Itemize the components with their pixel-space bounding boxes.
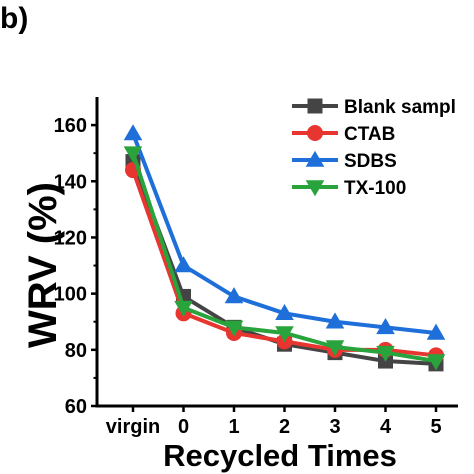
- data-point: [426, 323, 446, 340]
- series-tx-100: [123, 146, 446, 371]
- data-point: [325, 312, 345, 329]
- y-tick-label: 160: [54, 115, 87, 137]
- legend-marker: [307, 98, 323, 114]
- legend-label: SDBS: [344, 151, 397, 172]
- panel-label: b): [0, 2, 28, 35]
- legend-marker: [307, 125, 323, 141]
- legend-label: TX-100: [344, 178, 406, 199]
- y-tick-label: 100: [54, 284, 87, 306]
- x-tick-label: 2: [279, 416, 290, 438]
- data-point: [426, 354, 446, 371]
- y-tick-label: 140: [54, 171, 87, 193]
- x-tick-label: 3: [329, 416, 340, 438]
- legend-label: CTAB: [344, 124, 395, 145]
- data-point: [376, 318, 395, 335]
- legend-marker: [305, 150, 325, 167]
- data-point: [325, 340, 345, 357]
- data-point: [224, 320, 244, 337]
- legend-item: TX-100: [292, 178, 406, 199]
- legend-marker: [305, 180, 325, 197]
- y-tick-label: 80: [65, 340, 87, 362]
- y-tick-label: 60: [65, 396, 87, 418]
- legend: Blank sampl CTAB SDBS TX-100: [292, 97, 456, 199]
- data-point: [275, 326, 294, 343]
- legend-item: SDBS: [292, 150, 397, 172]
- x-tick-label: virgin: [106, 416, 160, 438]
- y-tick-label: 120: [54, 227, 87, 249]
- plot-series: [123, 124, 446, 372]
- data-point: [275, 304, 294, 321]
- axes: 60 80 100 120 140 160 virgin 0 1 2 3 4 5: [54, 97, 458, 438]
- x-tick-label: 0: [178, 416, 189, 438]
- x-axis-label: Recycled Times: [163, 438, 397, 473]
- y-axis-label: WRV (%): [21, 182, 65, 348]
- data-point: [174, 256, 193, 273]
- data-point: [224, 287, 244, 304]
- legend-item: Blank sampl: [292, 97, 456, 118]
- data-point: [123, 146, 143, 163]
- x-tick-label: 4: [380, 416, 392, 438]
- x-tick-label: 1: [228, 416, 239, 438]
- data-point: [174, 300, 193, 317]
- data-point: [123, 124, 143, 141]
- data-point: [376, 345, 395, 362]
- legend-label: Blank sampl: [344, 97, 456, 118]
- x-tick-label: 5: [430, 416, 441, 438]
- legend-item: CTAB: [292, 124, 395, 145]
- series-sdbs: [123, 124, 446, 340]
